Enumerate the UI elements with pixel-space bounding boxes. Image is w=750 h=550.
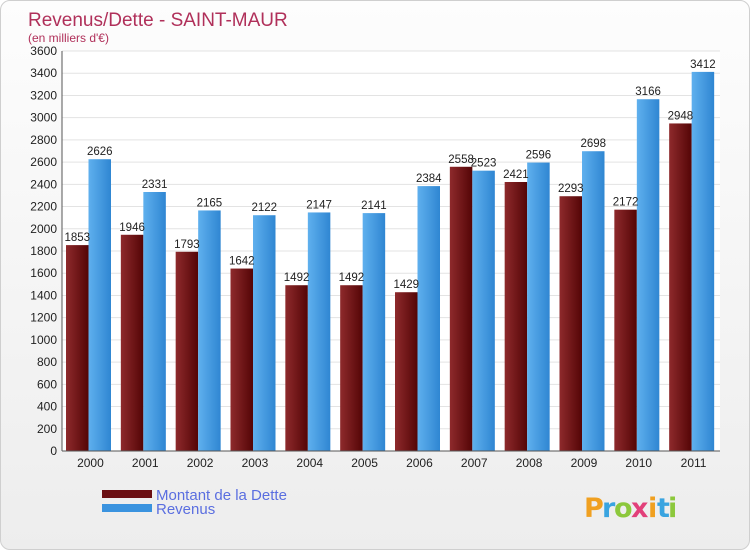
logo-letter: x: [631, 493, 648, 524]
x-tick-label: 2005: [351, 456, 378, 470]
data-label-debt: 2948: [668, 110, 694, 122]
logo-letter: o: [614, 493, 633, 524]
y-tick-label: 2200: [30, 200, 57, 214]
data-label-debt: 2172: [613, 197, 639, 209]
chart-title: Revenus/Dette - SAINT-MAUR: [28, 10, 288, 31]
legend-label-debt: Montant de la Dette: [156, 487, 287, 504]
bar-revenue: [691, 71, 715, 451]
logo-letter: i: [668, 493, 677, 524]
data-label-debt: 1853: [64, 232, 90, 244]
data-label-debt: 2558: [448, 154, 474, 166]
y-tick-label: 0: [50, 444, 57, 458]
y-tick-label: 1600: [30, 266, 57, 280]
y-tick-label: 800: [37, 355, 57, 369]
bar-debt: [175, 251, 199, 451]
bar-revenue: [527, 162, 550, 452]
data-label-debt: 1793: [174, 239, 200, 251]
bar-revenue: [143, 192, 166, 451]
bar-revenue: [253, 215, 276, 451]
logo-letter: t: [657, 493, 670, 524]
bar-revenue: [417, 186, 440, 451]
data-label-debt: 1492: [284, 272, 310, 284]
y-tick-label: 1200: [30, 311, 57, 325]
data-label-revenue: 2698: [580, 138, 606, 150]
data-label-revenue: 2331: [142, 179, 168, 191]
x-tick-label: 2006: [406, 456, 433, 470]
x-tick-label: 2010: [625, 456, 652, 470]
x-tick-label: 2002: [187, 456, 214, 470]
data-label-debt: 2293: [558, 183, 584, 195]
data-label-revenue: 3412: [690, 59, 716, 71]
y-tick-label: 200: [37, 422, 57, 436]
x-tick-label: 2008: [516, 456, 543, 470]
bar-debt: [120, 234, 144, 451]
x-tick-label: 2001: [132, 456, 159, 470]
bar-debt: [66, 245, 89, 451]
x-tick-label: 2011: [681, 456, 707, 470]
bar-revenue: [307, 212, 331, 451]
x-tick-label: 2003: [242, 456, 269, 470]
bar-debt: [340, 285, 363, 451]
data-label-revenue: 2384: [416, 173, 442, 185]
y-tick-label: 3400: [30, 66, 57, 80]
data-label-debt: 1946: [119, 222, 145, 234]
bar-revenue: [636, 99, 660, 451]
logo-letter: P: [584, 493, 604, 524]
x-tick-label: 2009: [571, 456, 598, 470]
y-tick-label: 2800: [30, 133, 57, 147]
y-tick-label: 1800: [30, 244, 57, 258]
bar-revenue: [582, 151, 605, 451]
legend-swatch-revenue: [102, 504, 152, 512]
y-tick-label: 600: [37, 377, 57, 391]
logo-letter: r: [602, 493, 616, 524]
data-label-revenue: 2141: [361, 200, 387, 212]
data-label-revenue: 2523: [471, 158, 497, 170]
data-label-debt: 1642: [229, 256, 255, 268]
data-label-revenue: 2596: [526, 150, 552, 162]
legend-label-revenue: Revenus: [156, 501, 215, 518]
bar-debt: [559, 196, 582, 451]
legend-swatch-debt: [102, 490, 152, 498]
y-tick-label: 1000: [30, 333, 57, 347]
data-label-revenue: 3166: [635, 86, 661, 98]
chart-subtitle: (en milliers d'€): [28, 31, 109, 45]
x-tick-label: 2004: [296, 456, 323, 470]
bar-debt: [669, 123, 692, 451]
bar-debt: [230, 268, 253, 451]
bar-debt: [504, 182, 528, 451]
data-label-debt: 1429: [393, 279, 419, 291]
bar-revenue: [198, 210, 221, 451]
data-label-debt: 1492: [339, 272, 365, 284]
y-tick-label: 400: [37, 400, 57, 414]
bar-debt: [449, 166, 473, 451]
x-tick-label: 2000: [77, 456, 104, 470]
bar-revenue: [88, 159, 111, 451]
bar-debt: [614, 209, 637, 451]
bar-debt: [395, 292, 418, 451]
y-tick-label: 2000: [30, 222, 57, 236]
y-tick-label: 3000: [30, 111, 57, 125]
bar-debt: [285, 285, 308, 451]
bar-revenue: [472, 170, 495, 451]
data-label-revenue: 2122: [251, 202, 277, 214]
x-tick-label: 2007: [461, 456, 488, 470]
y-tick-label: 2600: [30, 155, 57, 169]
data-label-revenue: 2147: [306, 199, 332, 211]
y-tick-label: 2400: [30, 177, 57, 191]
y-tick-label: 3600: [30, 44, 57, 58]
data-label-debt: 2421: [503, 169, 529, 181]
bar-revenue: [362, 213, 386, 451]
y-tick-label: 3200: [30, 88, 57, 102]
y-tick-label: 1400: [30, 288, 57, 302]
logo-letter: i: [648, 493, 657, 524]
data-label-revenue: 2626: [87, 146, 113, 158]
data-label-revenue: 2165: [197, 197, 223, 209]
